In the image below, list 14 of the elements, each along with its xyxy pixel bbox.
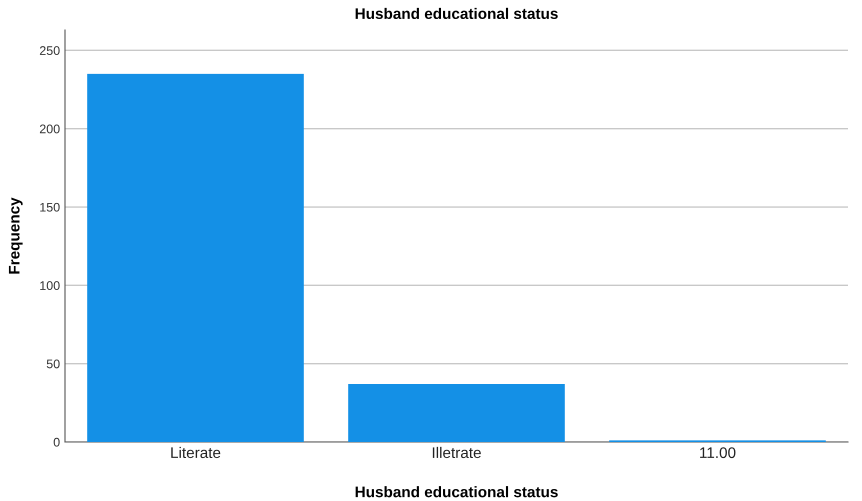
bar	[87, 74, 304, 442]
y-tick-label: 100	[40, 281, 60, 290]
x-tick-label: 11.00	[700, 447, 736, 458]
y-tick-label: 50	[46, 359, 60, 368]
x-axis-title: Husband educational status	[356, 486, 558, 498]
chart-title: Husband educational status	[356, 8, 558, 20]
y-tick-label: 200	[40, 124, 60, 134]
x-tick-label: Literate	[171, 446, 220, 458]
y-axis-title: Frequency	[8, 197, 23, 274]
x-tick-label: Illetrate	[432, 446, 481, 458]
y-tick-label: 250	[40, 46, 60, 56]
bar	[348, 384, 565, 442]
y-tick-label: 150	[40, 202, 60, 212]
y-tick-label: 0	[54, 438, 60, 447]
